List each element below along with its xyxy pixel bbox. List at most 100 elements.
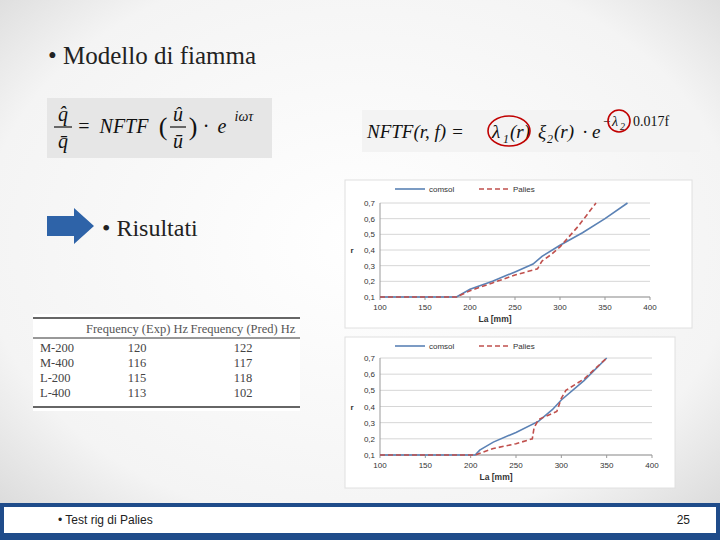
grid-line (380, 390, 652, 391)
y-tick-label: 0,7 (364, 199, 376, 208)
formula-term: λ (611, 114, 618, 129)
legend-swatch (479, 188, 509, 190)
legend-swatch (395, 345, 425, 347)
formula-term: ( (159, 112, 168, 141)
y-tick-label: 0,7 (364, 354, 376, 363)
grid-line (380, 406, 652, 407)
table-cell: 118 (234, 371, 252, 385)
table-header: Frequency (Pred) Hz (191, 322, 296, 336)
x-tick-label: 100 (373, 303, 387, 312)
grid-line (380, 203, 650, 204)
x-tick-label: 350 (600, 461, 614, 470)
formula-term: q̄ (58, 130, 68, 153)
x-axis-label: La [mm] (478, 314, 511, 324)
x-tick-label: 250 (508, 303, 522, 312)
y-tick-label: 0,6 (364, 370, 376, 379)
legend-swatch (479, 345, 509, 347)
x-tick-label: 350 (598, 303, 612, 312)
formula-term: iωτ (235, 109, 255, 124)
formula-term: q̂ (58, 103, 68, 126)
fraction-bar (170, 126, 186, 127)
x-tick-label: 200 (463, 303, 477, 312)
x-tick-label: 300 (553, 303, 567, 312)
legend-label: comsol (429, 185, 455, 194)
grid-line (380, 218, 650, 219)
x-tick-label: 400 (643, 303, 657, 312)
footer-inner (4, 507, 716, 533)
highlight-circle (608, 110, 630, 132)
subtitle: • Risultati (102, 215, 198, 241)
formula-term: NFTF(r, f) = (366, 121, 464, 143)
y-axis-label: r (350, 246, 353, 255)
y-axis (380, 203, 381, 297)
table-cell: 115 (128, 371, 146, 385)
table-cell: 120 (128, 341, 147, 355)
plot-area (380, 203, 628, 297)
fraction-bar (54, 126, 72, 127)
legend-label: comsol (429, 342, 455, 351)
background (0, 0, 720, 540)
table-cell: 117 (234, 356, 252, 370)
grid-line (380, 234, 650, 235)
grid-line (380, 422, 652, 423)
grid-line (380, 265, 650, 266)
grid-line (380, 438, 652, 439)
legend-label: Palies (513, 342, 535, 351)
table-rule (33, 406, 300, 408)
table-cell: 122 (234, 341, 253, 355)
y-axis-label: r (350, 403, 353, 412)
y-tick-label: 0,2 (364, 435, 376, 444)
grid-line (380, 374, 652, 375)
formula-term: ū (173, 130, 183, 152)
x-tick-label: 250 (509, 461, 523, 470)
grid-line (380, 250, 650, 251)
formula-term: û (173, 103, 183, 125)
table-cell: M-200 (40, 341, 74, 355)
x-tick-label: 150 (418, 303, 432, 312)
x-tick-label: 400 (645, 461, 659, 470)
chart-frame (345, 337, 675, 488)
grid-line (380, 281, 650, 282)
formula-term: ξ (538, 121, 547, 142)
chart-frame (345, 180, 692, 328)
table-cell: M-400 (40, 356, 74, 370)
footer-text: • Test rig di Palies (58, 513, 153, 527)
table-header: Frequency (Exp) Hz (86, 322, 188, 336)
formula-box (47, 98, 272, 158)
formula-term: 0.017f (633, 114, 670, 129)
table-rule (33, 317, 300, 319)
y-tick-label: 0,2 (364, 277, 376, 286)
y-tick-label: 0,5 (364, 230, 376, 239)
y-tick-label: 0,3 (364, 419, 376, 428)
x-axis-label: La [mm] (479, 472, 512, 482)
formula-term: · (203, 115, 210, 137)
page-number: 25 (677, 513, 691, 527)
formula-term: 2 (547, 132, 553, 146)
formula-term: ) (189, 112, 198, 141)
table-cell: L-400 (40, 386, 71, 400)
y-tick-label: 0,1 (364, 451, 376, 460)
y-tick-label: 0,5 (364, 386, 376, 395)
grid-line (380, 358, 652, 359)
chart: 0,10,20,30,40,50,60,71001502002503003504… (345, 337, 675, 488)
y-axis (380, 358, 381, 455)
table-bg (33, 314, 300, 411)
legend-swatch (395, 188, 425, 190)
chart: 0,10,20,30,40,50,60,71001502002503003504… (345, 180, 692, 328)
y-tick-label: 0,4 (364, 403, 376, 412)
y-tick-label: 0,3 (364, 262, 376, 271)
y-tick-label: 0,6 (364, 215, 376, 224)
series-line (380, 203, 596, 297)
series-line (380, 358, 607, 455)
formula-term: (r) (554, 121, 574, 143)
y-tick-label: 0,1 (364, 293, 376, 302)
formula-term: = (78, 115, 89, 137)
formula-term: e (592, 121, 600, 142)
formula-term: NFTF (99, 115, 150, 137)
table-cell: L-200 (40, 371, 71, 385)
highlight-circle (488, 116, 530, 146)
x-tick-label: 300 (555, 461, 569, 470)
title: • Modello di fiamma (48, 42, 256, 69)
series-line (380, 358, 607, 455)
table-cell: 113 (128, 386, 146, 400)
